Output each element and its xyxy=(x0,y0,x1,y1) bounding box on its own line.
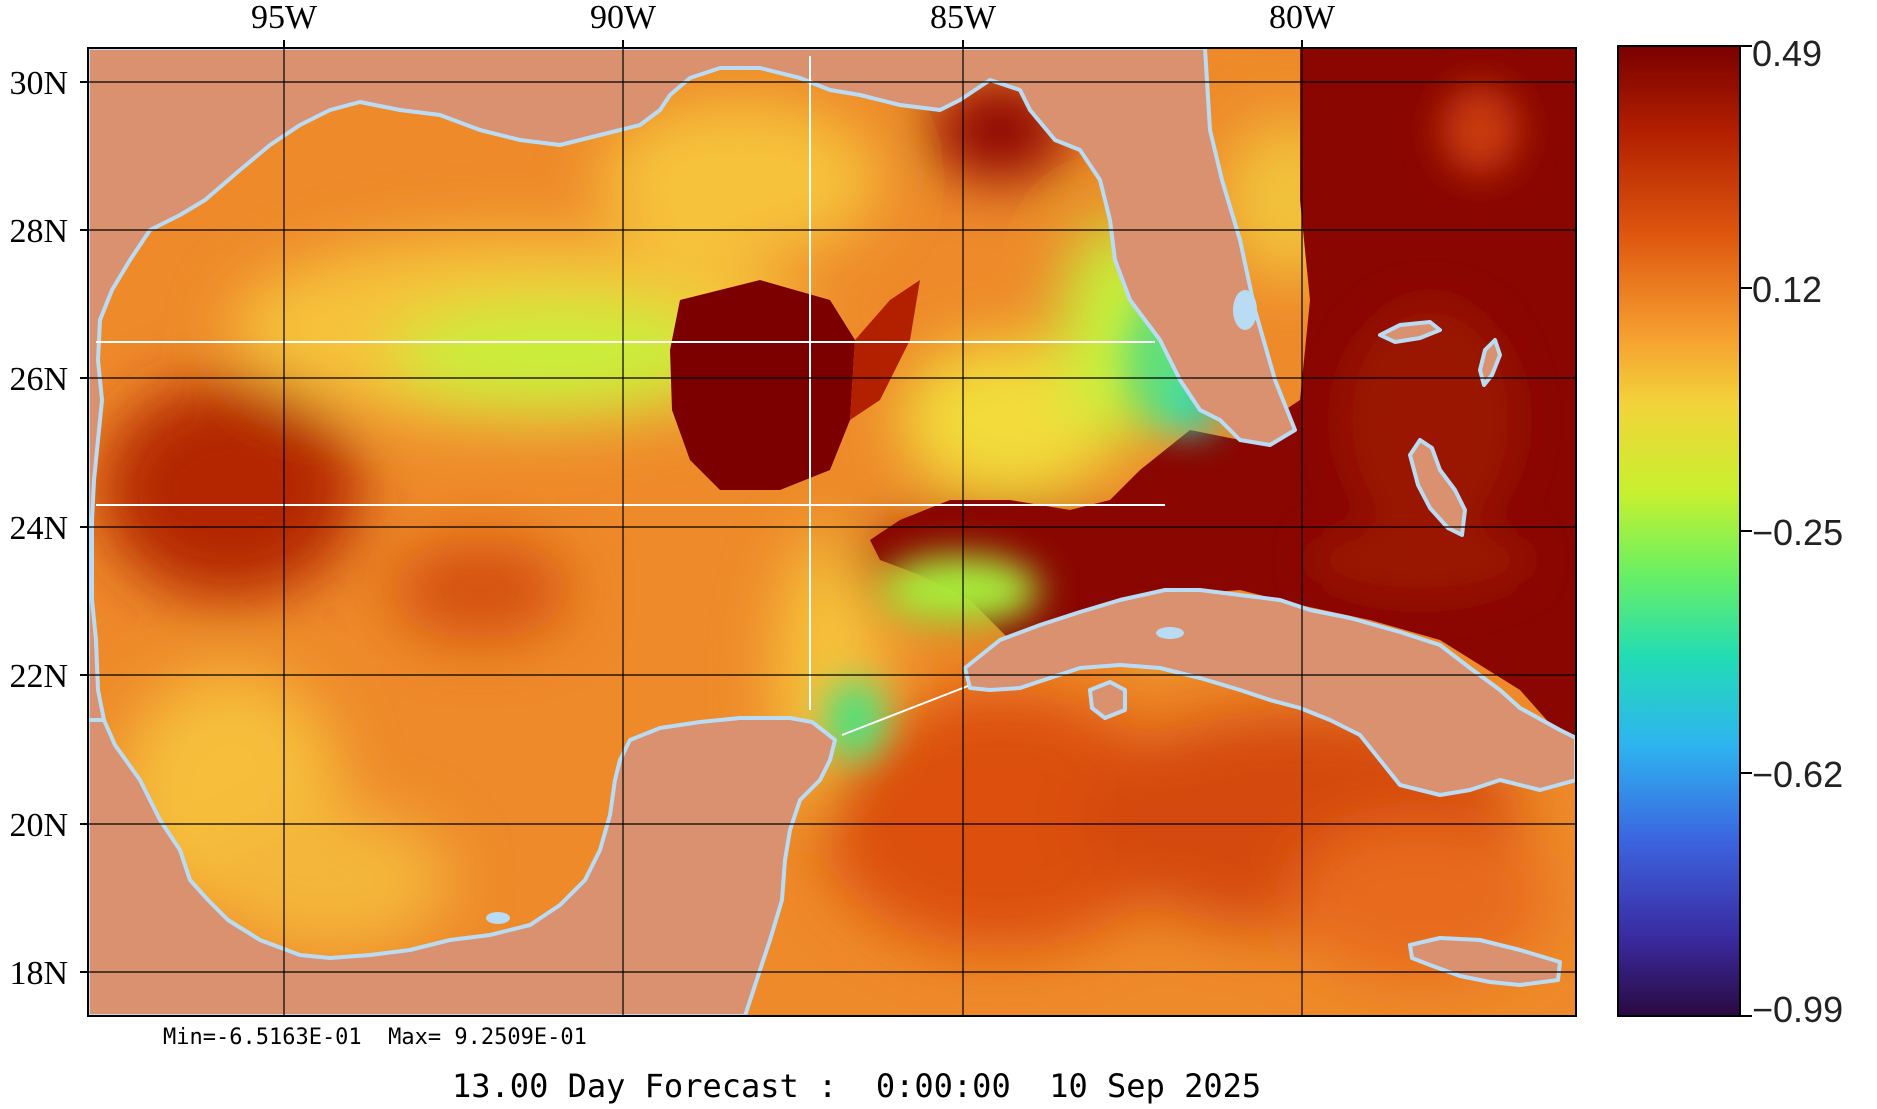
lat-label: 28N xyxy=(9,213,68,250)
bahamas-island-3 xyxy=(1478,338,1502,387)
longitude-labels: 95W 90W 85W 80W xyxy=(251,0,1336,36)
lat-label: 20N xyxy=(9,807,68,844)
gulf-stream-shading xyxy=(1310,85,1530,600)
colorbar-label: 0.12 xyxy=(1752,269,1822,310)
lat-label: 18N xyxy=(9,955,68,992)
colorbar-ticks xyxy=(1740,45,1752,1017)
colorbar-label: −0.25 xyxy=(1752,512,1843,553)
graticule xyxy=(88,48,1576,1016)
land-masses xyxy=(88,48,1576,1016)
lat-label: 24N xyxy=(9,510,68,547)
jamaica xyxy=(1408,936,1562,987)
map-frame xyxy=(87,47,1577,1017)
colorbar: 0.49 0.12 −0.25 −0.62 −0.99 xyxy=(1617,33,1843,1030)
colorbar-label: 0.49 xyxy=(1752,33,1822,74)
min-max-stats: Min=-6.5163E-01 Max= 9.2509E-01 xyxy=(163,1025,587,1050)
forecast-caption: 13.00 Day Forecast : 0:00:00 10 Sep 2025 xyxy=(452,1067,1262,1105)
central-warm-eddy xyxy=(670,280,855,490)
us-gulf-coast xyxy=(88,48,1297,722)
transect-yucatan xyxy=(841,685,969,736)
isle-of-youth xyxy=(1088,680,1127,720)
lat-label: 26N xyxy=(9,361,68,398)
cuba xyxy=(963,588,1576,797)
colorbar-label: −0.99 xyxy=(1752,989,1843,1030)
lon-label: 95W xyxy=(251,0,318,36)
map-panel xyxy=(88,48,1576,1016)
latitude-labels: 30N 28N 26N 24N 22N 20N 18N xyxy=(9,65,68,992)
lakes xyxy=(486,290,1257,924)
eddy-extension xyxy=(850,280,920,420)
lake-okeechobee xyxy=(1233,290,1257,330)
lake-mexico xyxy=(486,912,510,924)
lat-label: 30N xyxy=(9,65,68,102)
bahamas-island-1 xyxy=(1378,320,1442,344)
map-ticks xyxy=(80,40,1303,973)
transect-lines xyxy=(96,56,1165,736)
bahamas-island-2 xyxy=(1408,438,1467,537)
lat-label: 22N xyxy=(9,658,68,695)
mexico-yucatan xyxy=(88,716,837,1016)
lon-label: 80W xyxy=(1269,0,1336,36)
lagoon-cuba xyxy=(1156,627,1184,639)
colorbar-scale xyxy=(1617,45,1741,1017)
lon-label: 85W xyxy=(930,0,997,36)
lon-label: 90W xyxy=(590,0,657,36)
colorbar-label: −0.62 xyxy=(1752,754,1843,795)
